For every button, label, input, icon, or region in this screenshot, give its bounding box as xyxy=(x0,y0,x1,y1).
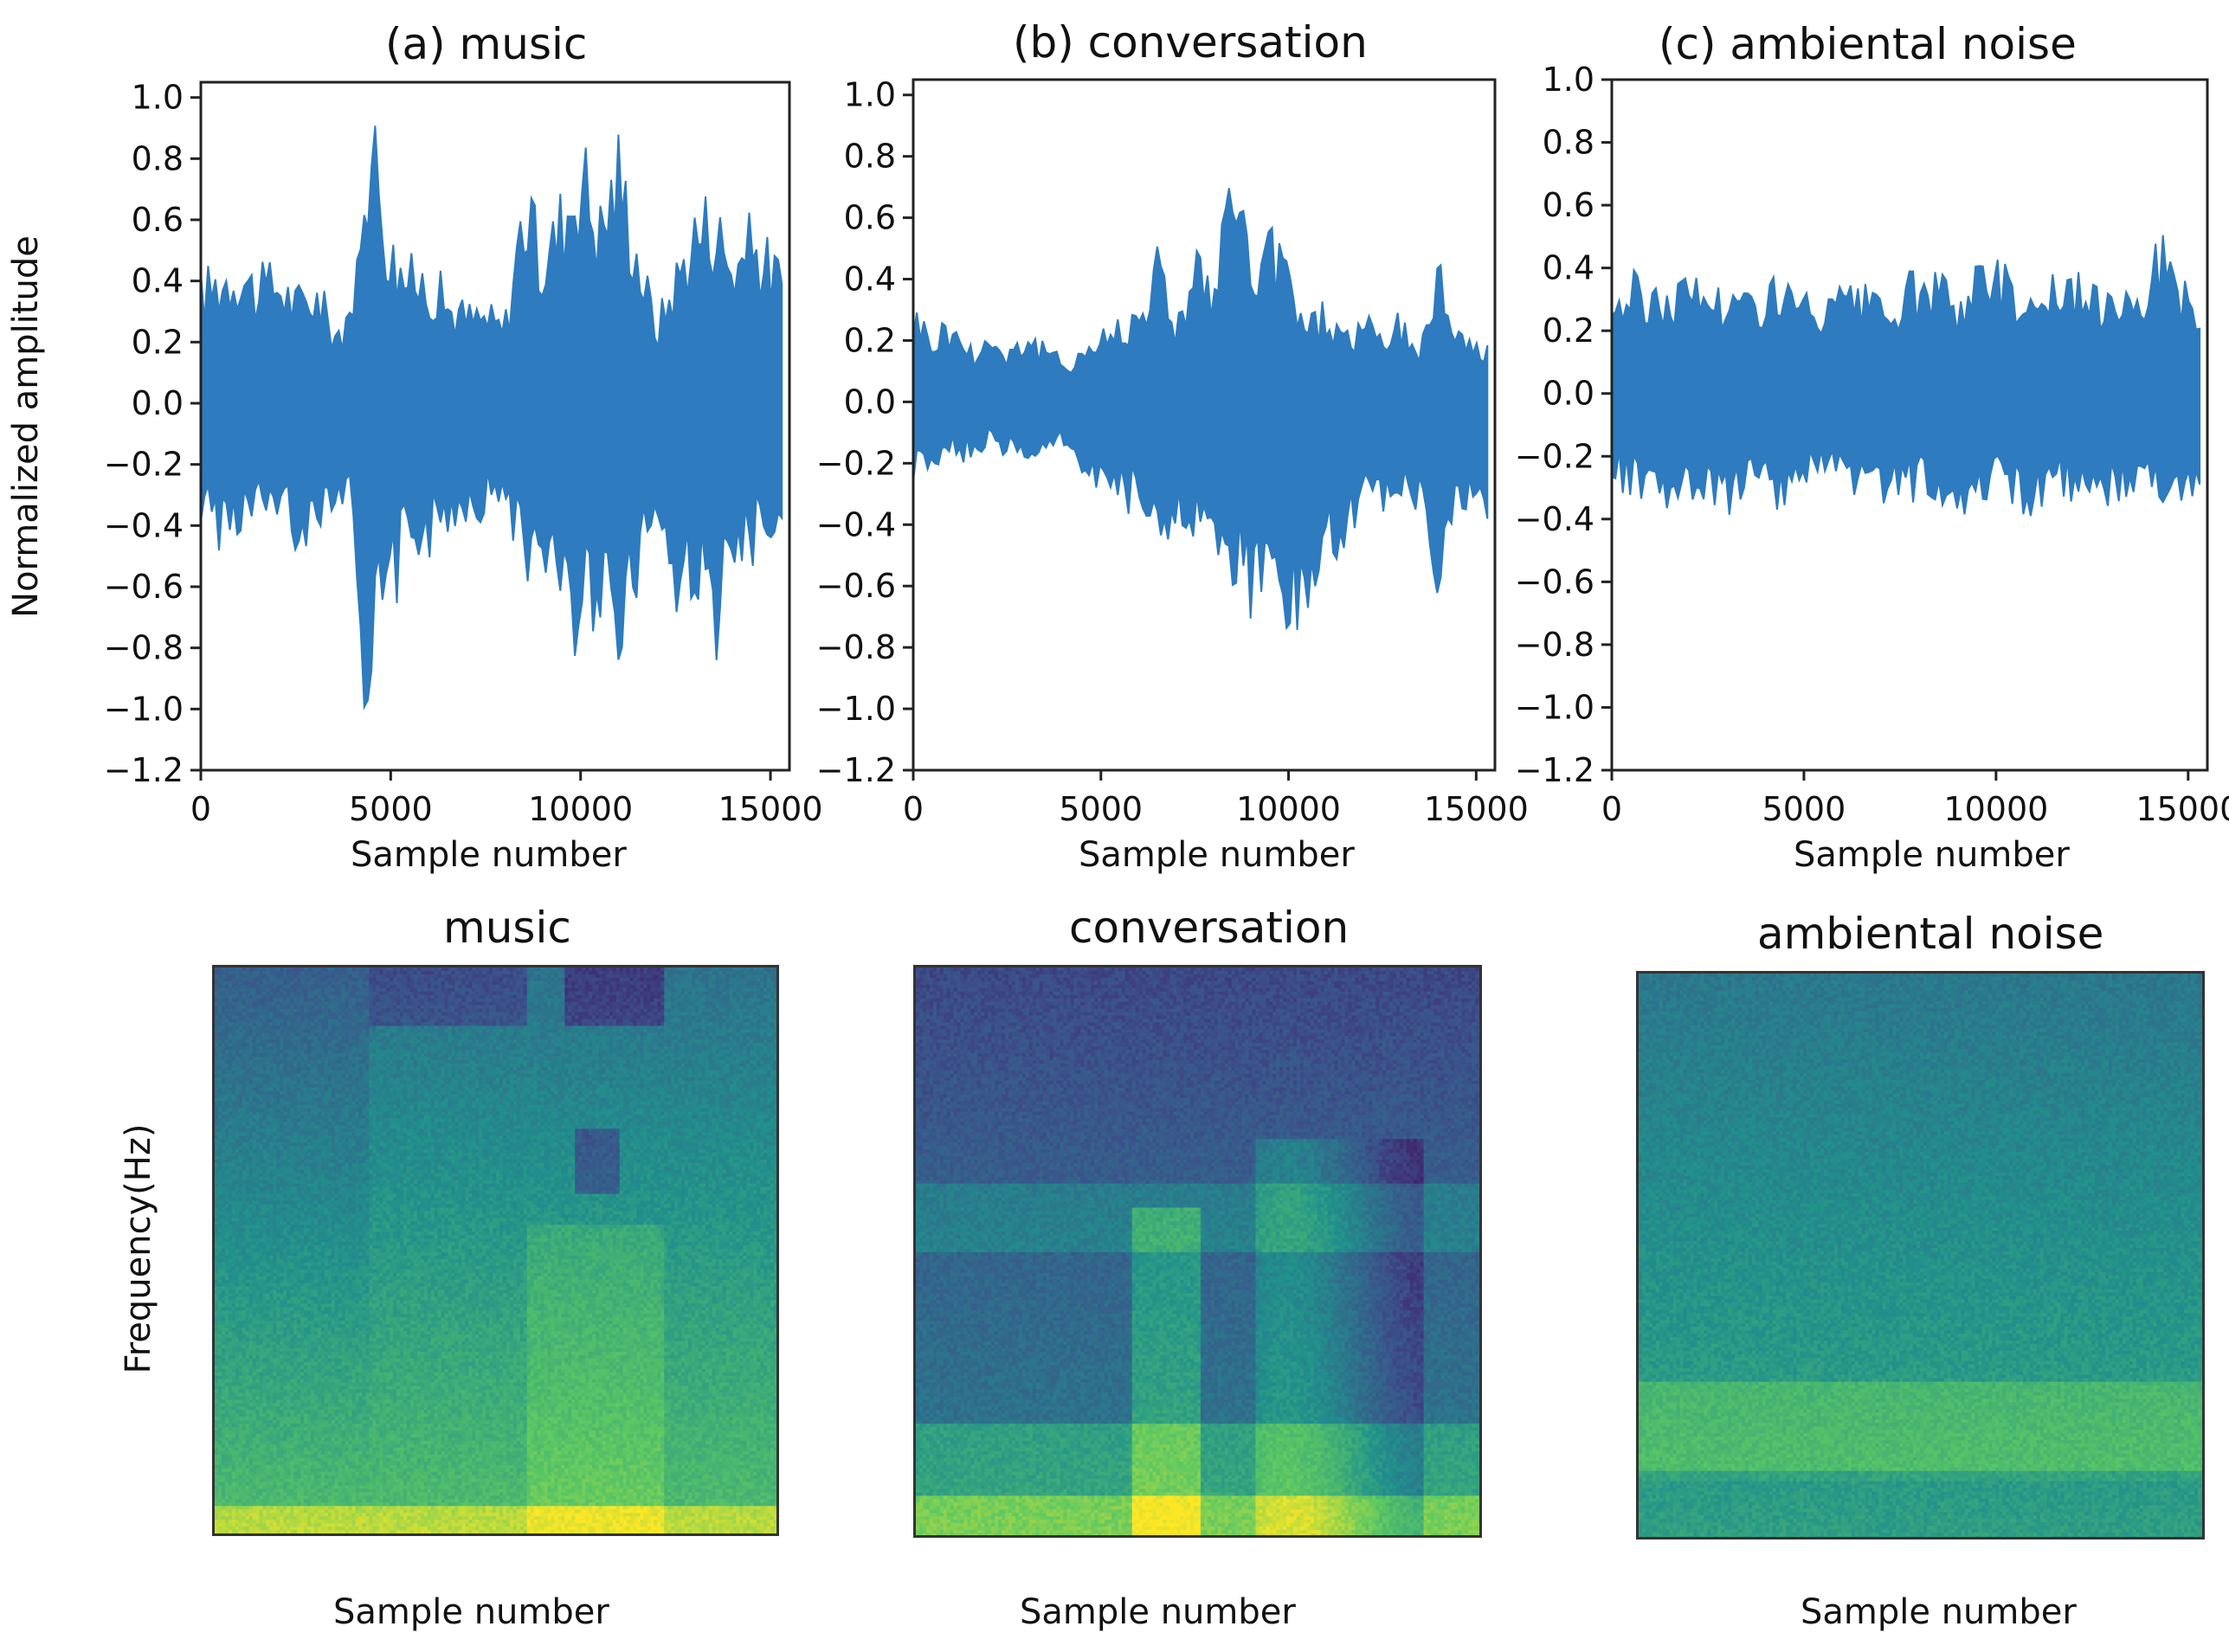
x-tick-label: 10000 xyxy=(1943,790,2048,828)
panel-c-xlabel: Sample number xyxy=(1794,835,2070,875)
panel-b-waveform: (b) conversation Sample number 1.0 0.8 0.6… xyxy=(753,0,1529,891)
x-tick-label: 15000 xyxy=(2136,790,2229,828)
spec-conversation-xlabel: Sample number xyxy=(1020,1592,1296,1632)
panel-a-waveform: (a) music Normalized amplitude Sample nu… xyxy=(0,0,823,891)
waveform-area xyxy=(200,125,783,710)
y-tick-label: −0.2 xyxy=(816,444,896,482)
x-tick-label: 15000 xyxy=(1424,790,1529,828)
x-tick-label: 10000 xyxy=(1236,790,1341,828)
x-tick-label: 15000 xyxy=(718,790,823,828)
spec-ylabel: Frequency(Hz) xyxy=(119,1123,158,1374)
panel-b-title: (b) conversation xyxy=(1013,17,1368,67)
y-tick-label: −1.2 xyxy=(1515,751,1594,789)
y-tick-label: −0.8 xyxy=(104,629,184,667)
y-tick-label: −0.4 xyxy=(816,505,896,543)
spec-music-title: music xyxy=(443,903,571,953)
spec-conversation-heatmap xyxy=(913,965,1482,1538)
y-tick-label: −1.0 xyxy=(1515,688,1594,726)
x-tick-label: 5000 xyxy=(1059,790,1143,828)
panel-a-title: (a) music xyxy=(385,19,588,69)
spec-music-heatmap xyxy=(212,965,779,1536)
y-tick-label: 1.0 xyxy=(132,79,184,117)
spec-conversation-title: conversation xyxy=(1069,903,1350,953)
y-tick-label: 1.0 xyxy=(844,76,896,114)
y-tick-label: 1.0 xyxy=(1543,61,1594,99)
x-tick-label: 5000 xyxy=(349,790,433,828)
spec-music-xlabel: Sample number xyxy=(333,1592,609,1632)
y-tick-label: −0.6 xyxy=(104,568,184,606)
waveform-area xyxy=(1611,235,2201,517)
y-tick-label: 0.2 xyxy=(1543,312,1594,350)
spec-noise-title: ambiental noise xyxy=(1757,909,2104,959)
x-tick-label: 10000 xyxy=(528,790,633,828)
x-tick-label: 0 xyxy=(1601,790,1622,828)
waveform-area xyxy=(912,188,1489,631)
y-tick-label: 0.6 xyxy=(132,201,184,239)
y-tick-label: −1.0 xyxy=(104,690,184,728)
axes-frame xyxy=(1610,78,2209,772)
panel-a-xlabel: Sample number xyxy=(351,835,627,875)
y-tick-label: −0.8 xyxy=(1515,626,1594,664)
y-tick-label: −0.6 xyxy=(816,567,896,605)
y-tick-label: 0.6 xyxy=(844,199,896,237)
x-tick-label: 0 xyxy=(190,790,211,828)
panel-b-xlabel: Sample number xyxy=(1079,835,1355,875)
spec-noise-heatmap xyxy=(1636,971,2205,1540)
y-tick-label: −0.8 xyxy=(816,628,896,666)
y-tick-label: −1.2 xyxy=(816,751,896,789)
y-tick-label: 0.2 xyxy=(132,323,184,361)
spec-noise-xlabel: Sample number xyxy=(1801,1592,2077,1632)
panel-c-title: (c) ambiental noise xyxy=(1659,19,2077,69)
y-tick-label: −1.2 xyxy=(104,751,184,789)
y-tick-label: 0.2 xyxy=(844,321,896,359)
y-tick-label: −0.2 xyxy=(1515,437,1594,475)
y-tick-label: 0.0 xyxy=(132,384,184,422)
x-tick-label: 0 xyxy=(903,790,924,828)
y-tick-label: −0.2 xyxy=(104,446,184,484)
y-tick-label: 0.8 xyxy=(132,139,184,177)
x-tick-label: 5000 xyxy=(1762,790,1846,828)
y-tick-label: 0.6 xyxy=(1543,186,1594,224)
y-tick-label: 0.0 xyxy=(1543,375,1594,413)
panel-a-plot: 1.0 0.8 0.6 0.4 0.2 0.0 −0.2 −0.4 −0.6 −0.8 −1.0 −1… xyxy=(104,79,823,828)
panel-c-waveform: (c) ambiental noise Sample number 1.0 0.8… xyxy=(1506,0,2229,891)
panel-c-plot: 1.0 0.8 0.6 0.4 0.2 0.0 −0.2 −0.4 −0.6 −0.8 −1.0 −1… xyxy=(1515,61,2229,828)
y-tick-label: 0.4 xyxy=(132,262,184,300)
axes-frame xyxy=(199,80,791,772)
y-tick-label: 0.4 xyxy=(1543,249,1594,287)
y-tick-label: 0.4 xyxy=(844,260,896,299)
y-tick-label: −1.0 xyxy=(816,690,896,728)
y-tick-label: 0.8 xyxy=(844,138,896,176)
y-tick-label: 0.0 xyxy=(844,382,896,421)
y-tick-label: −0.4 xyxy=(104,506,184,544)
panel-b-plot: 1.0 0.8 0.6 0.4 0.2 0.0 −0.2 −0.4 −0.6 −0.8 −1.0 −1… xyxy=(816,76,1529,828)
y-tick-label: −0.4 xyxy=(1515,500,1594,538)
axes-frame xyxy=(912,78,1497,772)
y-tick-label: 0.8 xyxy=(1543,124,1594,162)
y-tick-label: −0.6 xyxy=(1515,562,1594,601)
